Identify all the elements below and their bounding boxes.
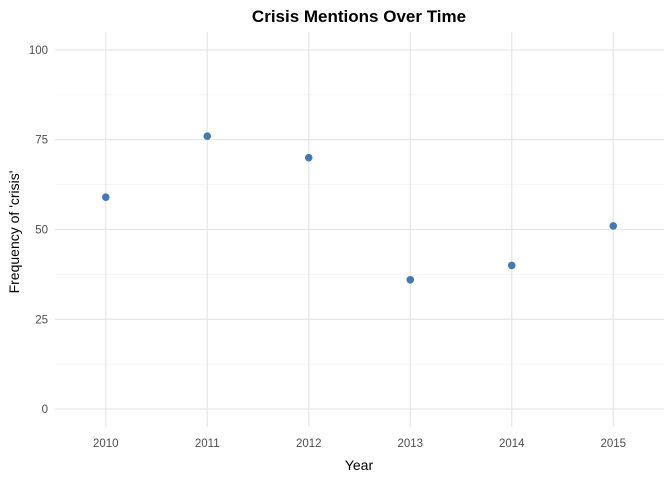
chart-title: Crisis Mentions Over Time	[252, 7, 466, 26]
x-tick-label: 2010	[93, 438, 119, 450]
major-gridlines-y	[55, 49, 664, 410]
x-tick-label: 2015	[600, 438, 626, 450]
x-axis-tick-labels: 2010 2011 2012 2013 2014 2015	[93, 438, 626, 450]
x-tick-label: 2014	[499, 438, 525, 450]
plot-panel	[55, 32, 664, 427]
x-tick-label: 2011	[195, 438, 220, 450]
data-point	[406, 275, 415, 284]
y-tick-label: 25	[35, 314, 48, 326]
data-point	[609, 222, 618, 230]
x-tick-label: 2013	[397, 438, 423, 450]
y-tick-label: 0	[42, 404, 48, 416]
x-axis-label: Year	[345, 457, 374, 473]
minor-gridlines	[55, 94, 664, 365]
y-tick-label: 50	[35, 225, 48, 237]
y-axis-tick-labels: 0 25 50 75 100	[29, 45, 48, 416]
data-point	[304, 153, 313, 162]
data-points	[101, 132, 618, 284]
x-tick-label: 2012	[296, 438, 322, 450]
y-tick-label: 75	[35, 135, 48, 147]
y-tick-label: 100	[29, 45, 48, 57]
data-point	[203, 132, 212, 140]
major-gridlines-x	[105, 32, 614, 427]
y-axis-label: Frequency of 'crisis'	[6, 171, 22, 294]
data-point	[101, 193, 110, 201]
data-point	[507, 261, 516, 270]
